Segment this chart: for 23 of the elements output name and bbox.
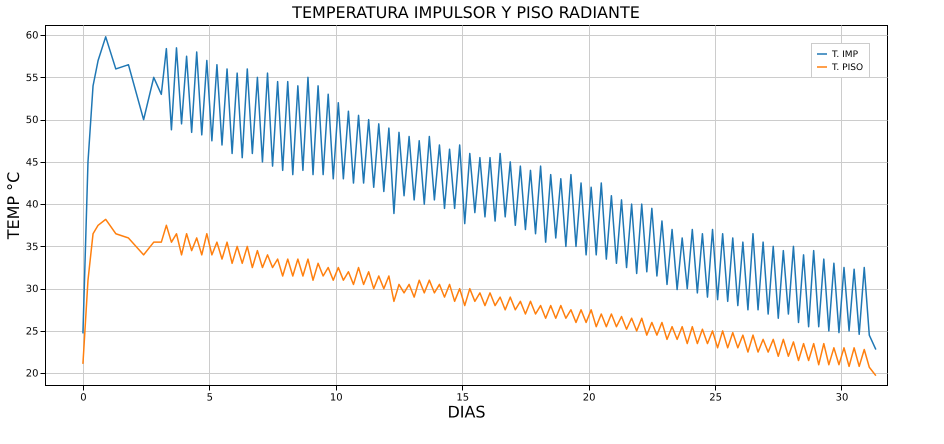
y-tick-label: 55 xyxy=(26,72,38,84)
y-tick-label: 50 xyxy=(26,115,38,126)
line-series xyxy=(82,218,877,376)
legend-label: T. PISO xyxy=(831,63,864,73)
line-series xyxy=(82,36,877,350)
y-axis-title: TEMP °C xyxy=(4,172,23,240)
y-tick-label: 35 xyxy=(26,242,38,253)
x-tick-label: 20 xyxy=(582,392,596,404)
y-tick-label: 20 xyxy=(26,368,38,380)
x-tick-label: 5 xyxy=(206,392,214,404)
x-tick-label: 0 xyxy=(80,392,87,404)
y-tick-label: 30 xyxy=(26,284,38,296)
x-tick-label: 10 xyxy=(330,392,343,404)
y-tick-label: 40 xyxy=(26,200,38,211)
x-tick-label: 15 xyxy=(456,392,470,404)
legend-label: T. IMP xyxy=(831,50,859,60)
y-tick-label: 45 xyxy=(26,157,38,168)
x-axis-title: DIAS xyxy=(447,402,486,422)
chart-title: TEMPERATURA IMPULSOR Y PISO RADIANTE xyxy=(291,3,640,22)
x-tick-label: 25 xyxy=(709,392,722,404)
y-tick-label: 25 xyxy=(26,326,38,338)
y-tick-label: 60 xyxy=(26,30,38,42)
x-tick-label: 30 xyxy=(836,392,848,404)
